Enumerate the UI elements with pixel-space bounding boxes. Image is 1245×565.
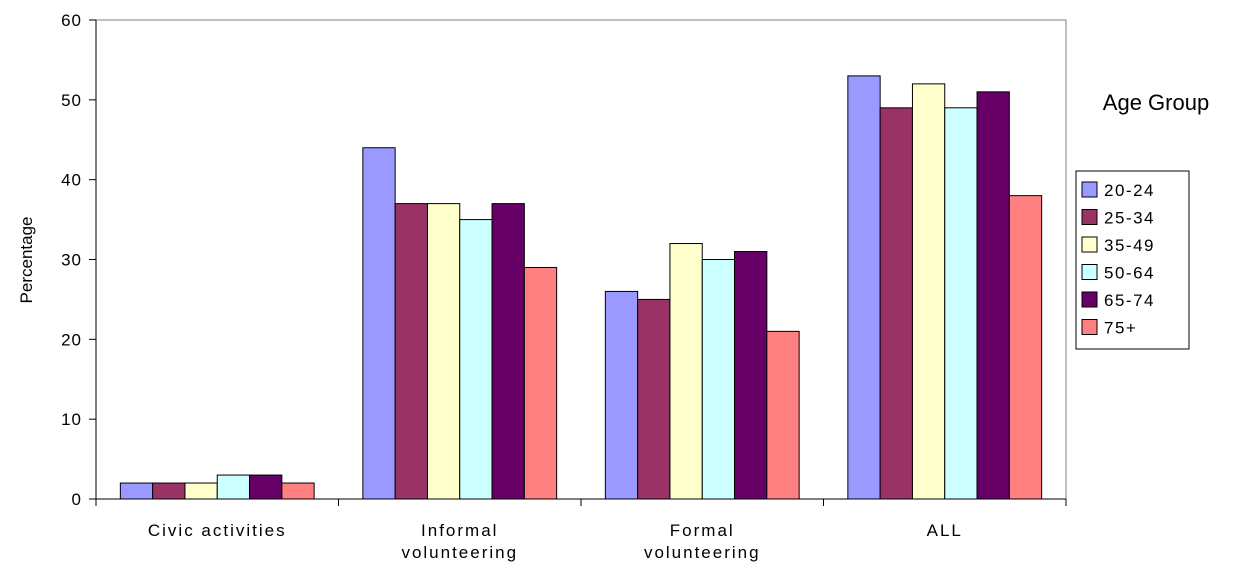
- bar-65-74-cat3: [976, 91, 1010, 500]
- bar-20-24-cat3: [847, 75, 881, 500]
- bar-20-24-cat1: [362, 147, 396, 500]
- x-category-label: volunteering: [401, 543, 518, 562]
- legend-label: 65-74: [1104, 291, 1155, 310]
- legend: Age Group 20-24 25-34 35-49 50-64 65-74 75+: [1075, 90, 1209, 350]
- y-tick-label: 20: [61, 330, 82, 349]
- bar-65-74-cat0: [249, 474, 283, 500]
- bar-75+-cat1: [523, 266, 558, 500]
- legend-swatch: [1081, 181, 1098, 198]
- legend-swatch: [1081, 264, 1098, 280]
- bar-65-74-cat1: [491, 203, 525, 500]
- bar-75+-cat2: [766, 330, 800, 500]
- bar-35-49-cat2: [669, 243, 703, 500]
- bar-25-34-cat0: [152, 482, 186, 500]
- axes-group: 0 10 20 30 40 50 60 Civic activities Informal vol…: [61, 11, 1067, 562]
- bar-50-64-cat1: [459, 219, 493, 500]
- y-tick-label: 10: [61, 410, 82, 429]
- bar-35-49-cat0: [184, 482, 218, 500]
- legend-label: 25-34: [1104, 209, 1155, 228]
- y-tick-label: 30: [61, 251, 82, 270]
- y-axis-label: Percentage: [17, 217, 36, 304]
- legend-items: 20-24 25-34 35-49 50-64 65-74 75+: [1081, 181, 1155, 338]
- bar-25-34-cat1: [394, 203, 428, 500]
- bar-65-74-cat2: [734, 251, 768, 500]
- x-category-label: volunteering: [644, 543, 761, 562]
- bar-20-24-cat0: [119, 482, 154, 500]
- legend-label: 50-64: [1104, 264, 1155, 283]
- bar-35-49-cat1: [426, 203, 461, 500]
- x-category-label: Civic activities: [148, 521, 287, 540]
- bar-50-64-cat0: [216, 474, 251, 500]
- x-category-label: Formal: [670, 521, 735, 540]
- x-category-label: ALL: [927, 521, 963, 540]
- legend-title: Age Group: [1103, 90, 1209, 115]
- bar-50-64-cat2: [701, 259, 736, 500]
- legend-swatch: [1081, 319, 1098, 335]
- y-tick-label: 50: [61, 91, 82, 110]
- y-tick-label: 60: [61, 11, 82, 30]
- bar-75+-cat0: [281, 482, 315, 500]
- bar-50-64-cat3: [944, 107, 978, 500]
- bar-25-34-cat3: [879, 107, 913, 500]
- bars-group: [119, 75, 1043, 500]
- legend-swatch: [1081, 291, 1098, 308]
- legend-swatch: [1081, 209, 1098, 225]
- bar-20-24-cat2: [604, 290, 639, 500]
- x-category-label: Informal: [421, 521, 498, 540]
- legend-label: 20-24: [1104, 181, 1155, 200]
- y-tick-label: 40: [61, 171, 82, 190]
- bar-75+-cat3: [1008, 195, 1043, 500]
- legend-label: 35-49: [1104, 236, 1155, 255]
- y-tick-label: 0: [72, 490, 82, 509]
- legend-swatch: [1081, 236, 1098, 253]
- legend-label: 75+: [1104, 319, 1137, 338]
- bar-25-34-cat2: [637, 298, 671, 500]
- bar-35-49-cat3: [911, 83, 946, 500]
